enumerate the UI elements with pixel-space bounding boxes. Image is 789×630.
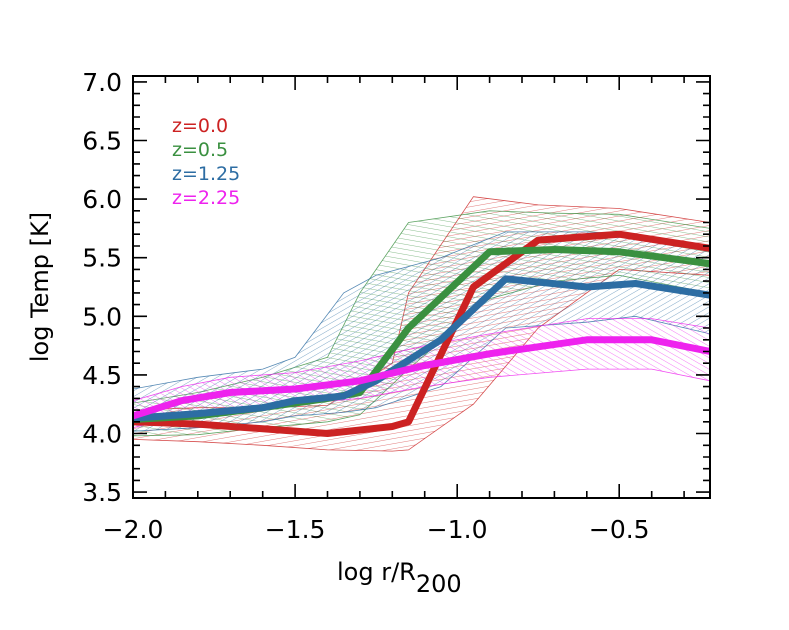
legend-entry-z-1-25: z=1.25 <box>172 163 240 185</box>
y-tick-label: 6.0 <box>82 185 122 214</box>
y-tick-label: 5.5 <box>82 244 122 273</box>
x-tick-label: −0.5 <box>589 515 650 544</box>
y-tick-label: 6.5 <box>82 126 122 155</box>
legend-entry-z-0-5: z=0.5 <box>172 139 228 161</box>
y-tick-label: 3.5 <box>82 478 122 507</box>
tick-labels: −2.0 −1.5 −1.0 −0.5 3.5 4.0 4.5 5.0 5.5 6.0 6.5 7.0 <box>82 68 649 544</box>
x-axis-label-subscript: 200 <box>416 570 462 598</box>
x-axis-label-main: log r/R <box>337 558 416 586</box>
legend: z=0.0z=0.5z=1.25z=2.25 <box>172 115 240 209</box>
axis-ticks <box>132 76 710 498</box>
legend-entry-z-0-0: z=0.0 <box>172 115 228 137</box>
y-tick-label: 7.0 <box>82 68 122 97</box>
tick-marks <box>132 76 710 498</box>
x-tick-label: −1.0 <box>427 515 488 544</box>
series-line-z-2-25 <box>133 336 710 420</box>
series-line-z-1-25 <box>133 275 710 422</box>
y-tick-label: 4.0 <box>82 420 122 449</box>
legend-entry-z-2-25: z=2.25 <box>172 187 240 209</box>
x-axis-label: log r/R200 <box>337 558 462 598</box>
x-tick-label: −1.5 <box>265 515 326 544</box>
series-line-z-0-0 <box>133 230 710 437</box>
series-lines <box>133 230 710 437</box>
plot-frame <box>132 75 711 499</box>
y-tick-label: 5.0 <box>82 302 122 331</box>
y-axis-label: log Temp [K] <box>26 212 54 362</box>
x-tick-label: −2.0 <box>103 515 164 544</box>
y-tick-label: 4.5 <box>82 361 122 390</box>
